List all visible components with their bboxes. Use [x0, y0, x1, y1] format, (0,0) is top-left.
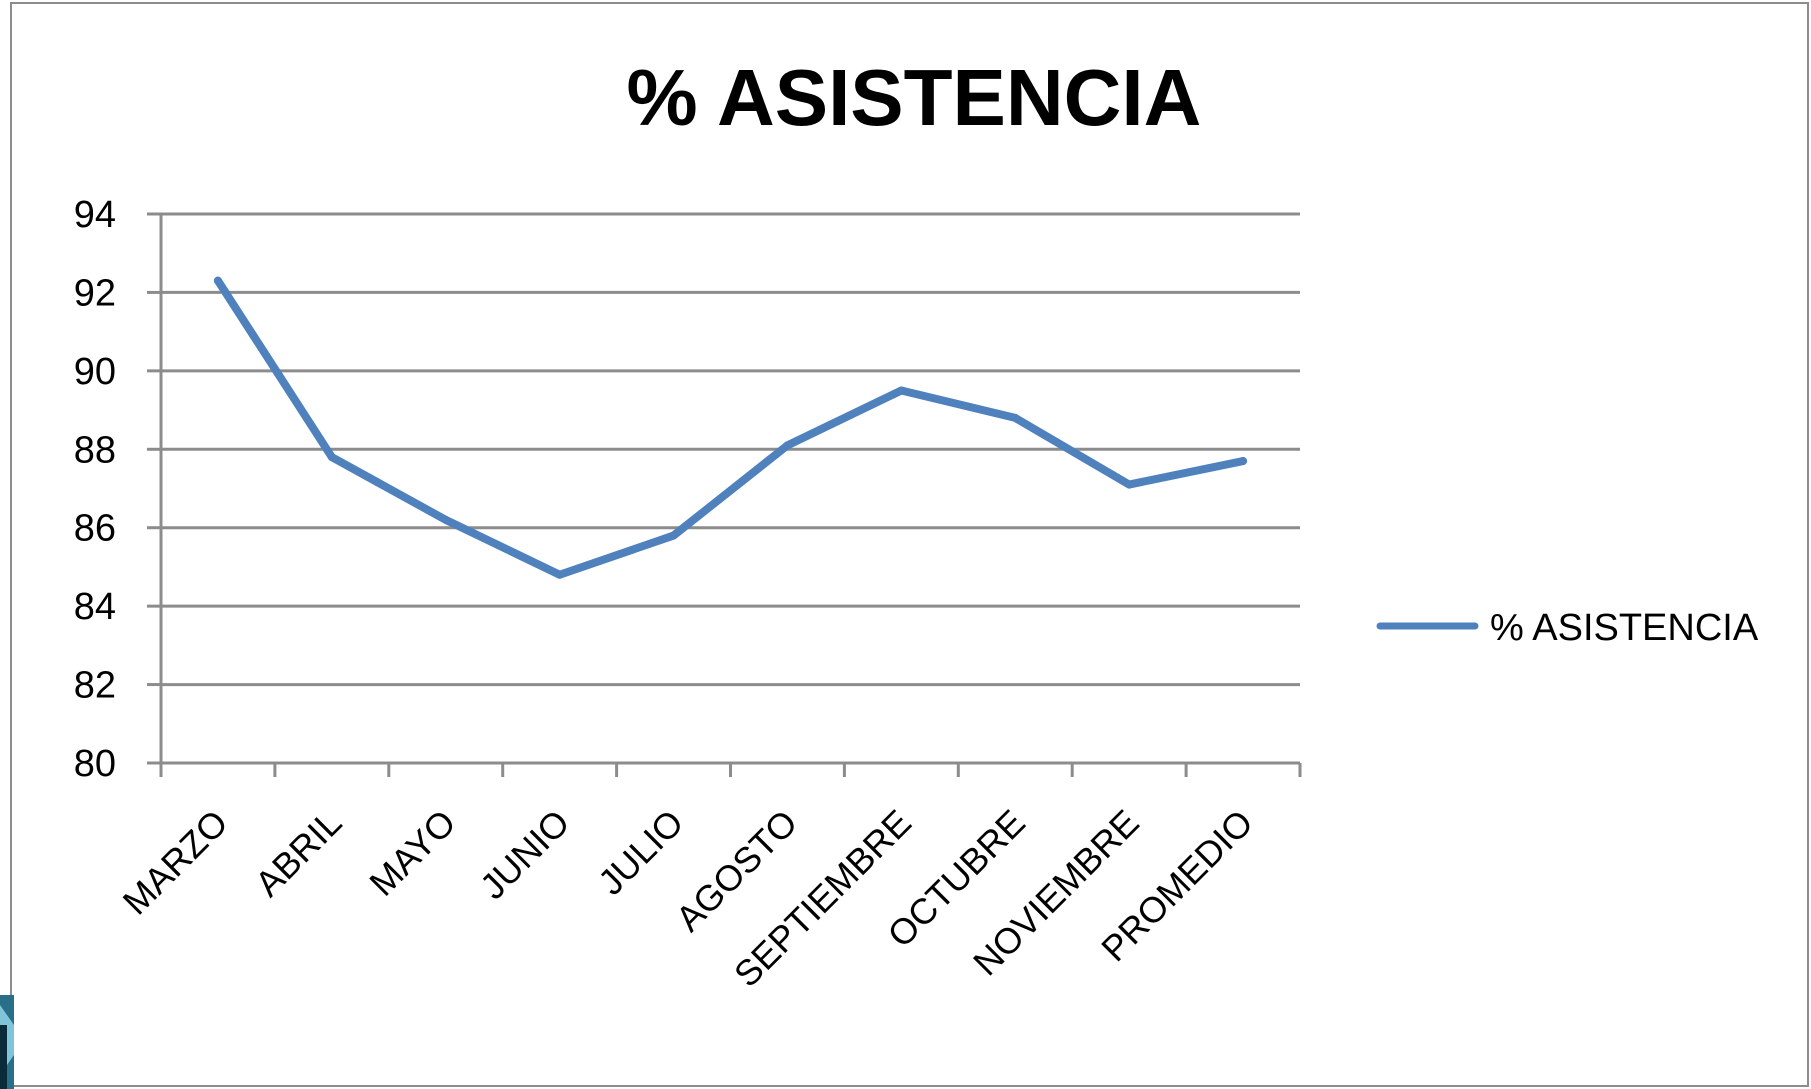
x-tick-label: JUNIO: [472, 802, 577, 907]
data-point: [555, 570, 564, 579]
y-tick-label: 92: [74, 272, 116, 314]
data-point: [897, 386, 906, 395]
data-point: [669, 531, 678, 540]
y-tick-label: 86: [74, 508, 116, 550]
y-tick-label: 94: [74, 194, 116, 236]
legend: % ASISTENCIA: [1376, 607, 1759, 649]
x-tick-label: MAYO: [361, 802, 463, 904]
x-tick-label: JULIO: [590, 802, 691, 903]
x-tick-label: MARZO: [115, 802, 236, 923]
data-point: [783, 441, 792, 450]
y-tick-labels: 80 82 84 86 88 90 92 94: [74, 194, 116, 785]
y-tick-label: 90: [74, 351, 116, 393]
chart-frame: [10, 2, 1809, 1087]
chart-title: % ASISTENCIA: [627, 53, 1202, 142]
x-tick-label: ABRIL: [247, 802, 350, 905]
series-line: [213, 276, 1248, 579]
corner-decoration: [0, 995, 14, 1089]
y-tick-label: 80: [74, 743, 116, 785]
y-tick-label: 84: [74, 586, 116, 628]
data-point: [1011, 413, 1020, 422]
series-lines: [213, 276, 1248, 579]
y-tick-label: 88: [74, 429, 116, 471]
data-point: [1125, 480, 1134, 489]
data-point: [441, 515, 450, 524]
legend-label: % ASISTENCIA: [1490, 607, 1759, 649]
data-point: [1239, 457, 1248, 466]
data-point: [213, 276, 222, 285]
x-tick-labels: MARZO ABRIL MAYO JUNIO JULIOAGOSTOSEPTIEMBRE…: [115, 802, 1261, 995]
axes: [147, 212, 1302, 777]
y-tick-label: 82: [74, 665, 116, 707]
data-point: [327, 453, 336, 462]
